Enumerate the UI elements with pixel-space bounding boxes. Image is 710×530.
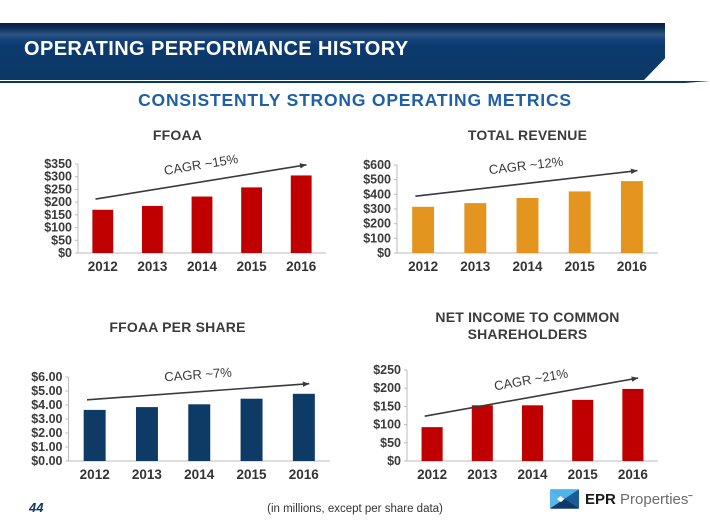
svg-text:$50: $50	[380, 436, 401, 450]
svg-text:$200: $200	[363, 217, 391, 231]
svg-text:2012: 2012	[88, 259, 118, 274]
svg-text:$250: $250	[44, 182, 72, 196]
svg-text:2015: 2015	[568, 467, 599, 480]
svg-text:$5.00: $5.00	[31, 384, 62, 398]
svg-text:$150: $150	[44, 208, 72, 222]
svg-text:$250: $250	[373, 363, 401, 377]
svg-text:$100: $100	[44, 221, 72, 235]
svg-text:$600: $600	[363, 158, 391, 172]
svg-text:2014: 2014	[517, 467, 548, 480]
svg-text:2016: 2016	[286, 259, 317, 274]
svg-text:2015: 2015	[237, 259, 268, 274]
svg-text:2015: 2015	[236, 467, 267, 480]
svg-text:2012: 2012	[80, 467, 110, 480]
svg-text:$0: $0	[58, 246, 72, 260]
svg-text:$2.00: $2.00	[31, 426, 62, 440]
svg-text:2012: 2012	[408, 259, 438, 274]
svg-text:2013: 2013	[132, 467, 163, 480]
svg-text:$400: $400	[363, 187, 391, 201]
svg-text:$500: $500	[363, 173, 391, 187]
svg-text:2014: 2014	[184, 467, 215, 480]
svg-text:$300: $300	[363, 202, 391, 216]
svg-text:$200: $200	[44, 195, 72, 209]
svg-text:$1.00: $1.00	[31, 440, 62, 454]
svg-text:$200: $200	[373, 381, 401, 395]
svg-text:$4.00: $4.00	[31, 398, 62, 412]
svg-text:2016: 2016	[617, 259, 648, 274]
svg-text:2012: 2012	[417, 467, 447, 480]
svg-text:2015: 2015	[565, 259, 596, 274]
svg-text:$300: $300	[44, 170, 72, 184]
svg-text:2014: 2014	[512, 259, 543, 274]
svg-text:2016: 2016	[289, 467, 320, 480]
svg-text:$6.00: $6.00	[31, 370, 62, 384]
svg-text:$0: $0	[377, 246, 391, 260]
svg-text:$0: $0	[387, 454, 401, 468]
svg-text:$150: $150	[373, 399, 401, 413]
svg-text:$100: $100	[373, 418, 401, 432]
svg-text:$350: $350	[44, 157, 72, 171]
svg-text:2013: 2013	[137, 259, 168, 274]
svg-text:$0.00: $0.00	[31, 454, 62, 468]
svg-text:2013: 2013	[460, 259, 491, 274]
svg-text:$50: $50	[51, 233, 72, 247]
svg-text:2013: 2013	[467, 467, 498, 480]
svg-text:$3.00: $3.00	[31, 412, 62, 426]
svg-text:$100: $100	[363, 231, 391, 245]
svg-text:2016: 2016	[618, 467, 649, 480]
svg-text:2014: 2014	[187, 259, 218, 274]
